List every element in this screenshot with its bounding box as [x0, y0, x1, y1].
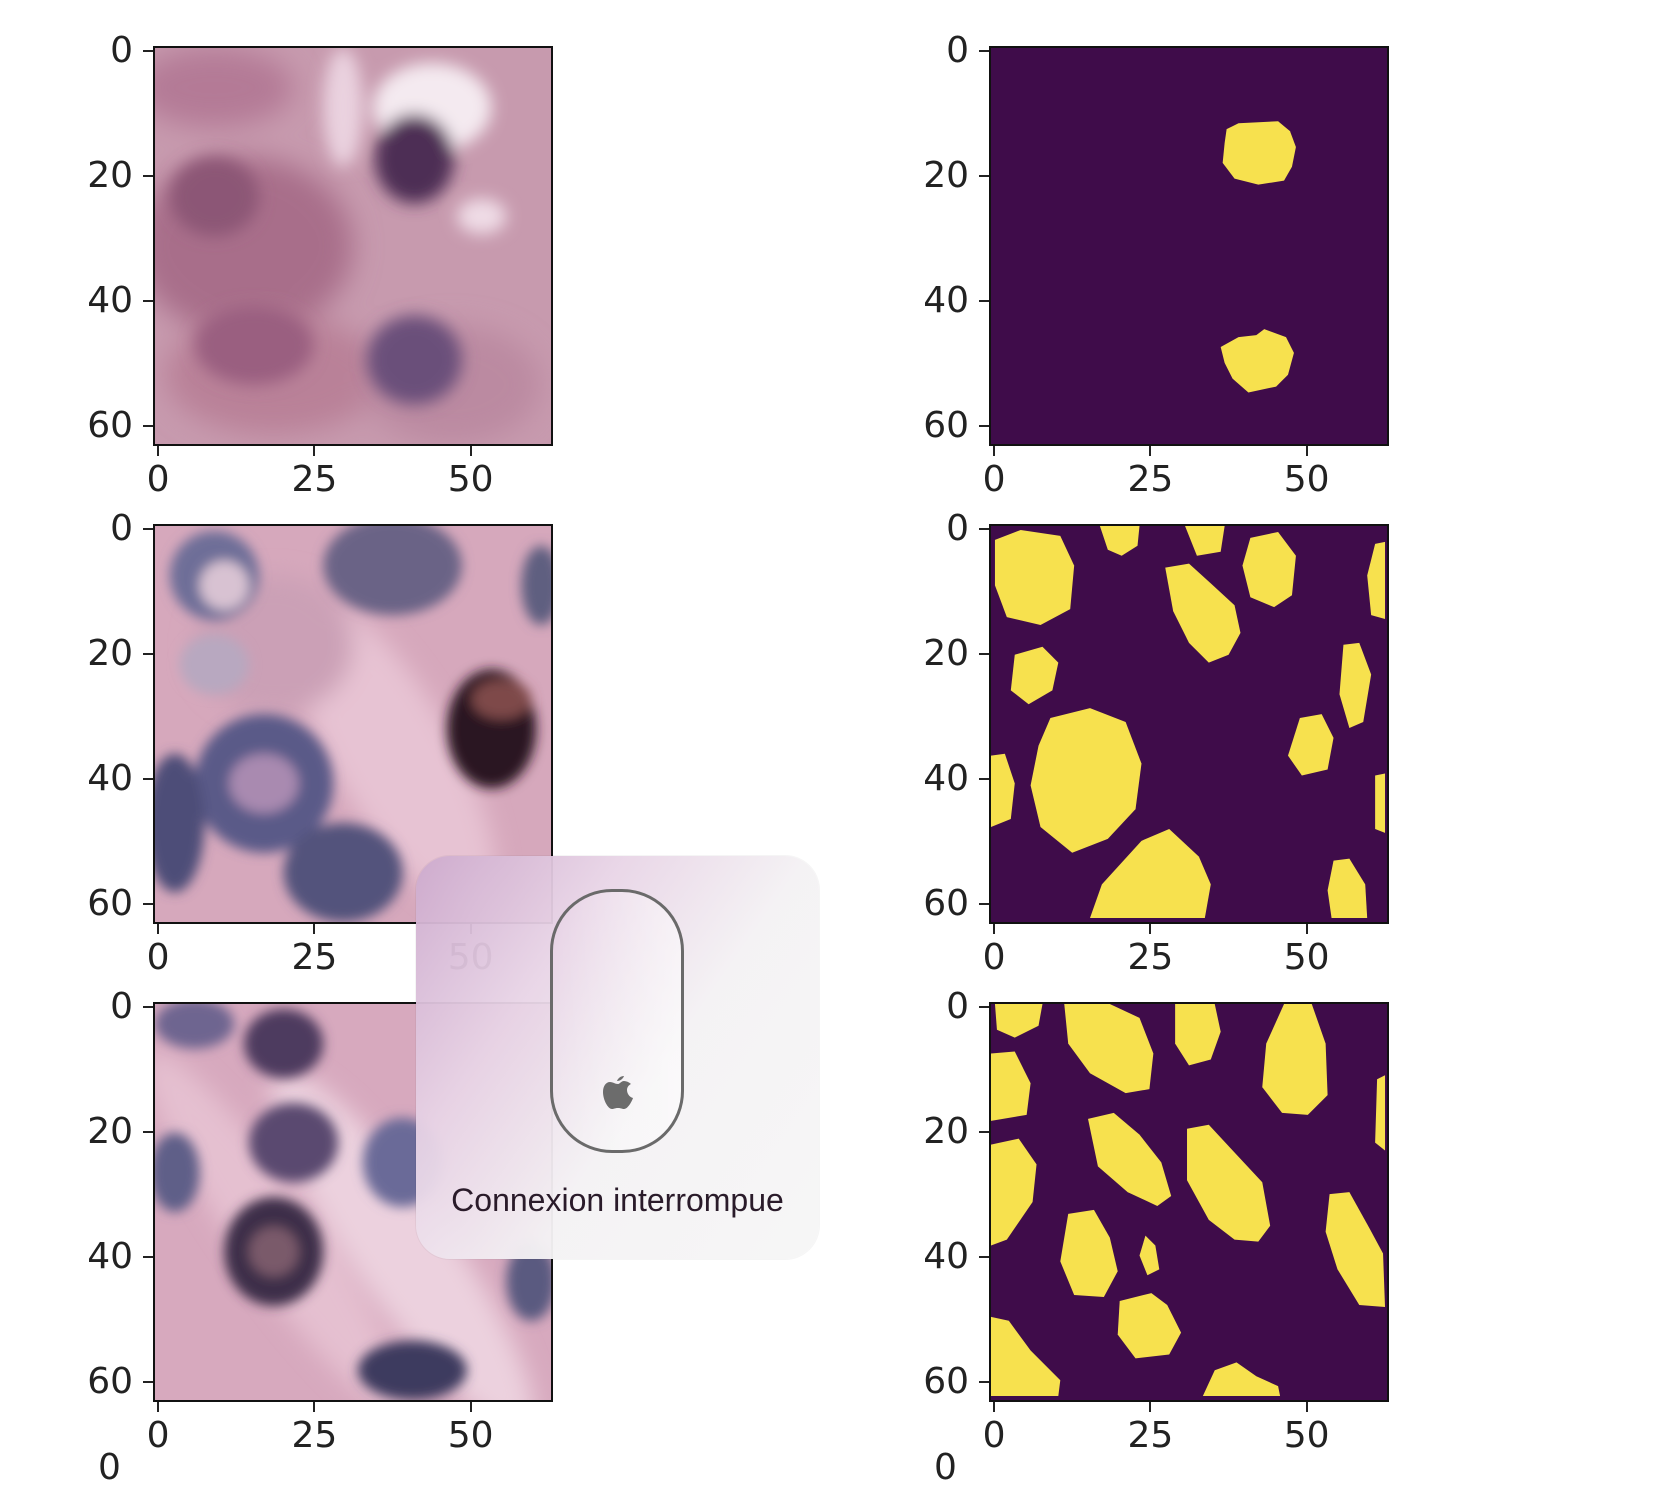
y-tick-label-mask-1: 0 — [946, 30, 969, 72]
mouse-disconnected-notification: Connexion interrompue — [416, 856, 819, 1259]
x-tick-label-image-3: 50 — [447, 1415, 494, 1456]
x-tick-label-image-2: 25 — [291, 937, 338, 978]
x-tick-mask-1 — [1149, 446, 1152, 456]
y-tick-image-3 — [143, 1131, 153, 1134]
y-tick-label-image-3: 40 — [87, 1236, 133, 1278]
x-tick-label-mask-2: 25 — [1127, 937, 1174, 978]
x-tick-label-mask-3: 25 — [1127, 1415, 1174, 1456]
notification-text: Connexion interrompue — [451, 1182, 784, 1218]
x-tick-label-mask-1: 50 — [1283, 459, 1330, 500]
y-tick-label-mask-2: 0 — [946, 508, 969, 550]
y-tick-mask-2 — [979, 903, 989, 906]
y-tick-mask-1 — [979, 300, 989, 303]
y-tick-label-image-1: 60 — [87, 405, 133, 447]
y-tick-mask-2 — [979, 528, 989, 531]
y-tick-label-image-3: 60 — [87, 1361, 133, 1403]
y-tick-label-mask-3: 20 — [923, 1111, 969, 1153]
x-tick-image-3 — [469, 1402, 472, 1412]
apple-logo-icon — [603, 1076, 633, 1109]
x-tick-label-mask-1: 25 — [1127, 459, 1174, 500]
segmentation-mask-1 — [989, 46, 1389, 446]
y-tick-label-image-2: 40 — [87, 758, 133, 800]
x-tick-mask-2 — [1305, 924, 1308, 934]
y-tick-label-image-2: 20 — [87, 633, 133, 675]
x-tick-mask-3 — [1149, 1402, 1152, 1412]
y-tick-label-image-3: 0 — [110, 986, 133, 1028]
x-tick-image-3 — [313, 1402, 316, 1412]
segmentation-mask-2 — [989, 524, 1389, 924]
y-tick-mask-1 — [979, 175, 989, 178]
x-tick-image-2 — [157, 924, 160, 934]
y-tick-mask-3 — [979, 1006, 989, 1009]
next-row-partial-label-left: 0 — [98, 1447, 121, 1488]
histology-image-2-graphic — [155, 526, 551, 922]
y-tick-label-mask-2: 40 — [923, 758, 969, 800]
y-tick-mask-3 — [979, 1131, 989, 1134]
y-tick-image-1 — [143, 425, 153, 428]
y-tick-label-image-1: 0 — [110, 30, 133, 72]
y-tick-image-2 — [143, 778, 153, 781]
segmentation-mask-2-graphic — [991, 526, 1387, 922]
y-tick-label-mask-2: 20 — [923, 633, 969, 675]
y-tick-image-3 — [143, 1006, 153, 1009]
x-tick-image-2 — [313, 924, 316, 934]
x-tick-label-image-1: 25 — [291, 459, 338, 500]
segmentation-mask-3 — [989, 1002, 1389, 1402]
y-tick-image-2 — [143, 528, 153, 531]
x-tick-label-mask-2: 0 — [982, 937, 1006, 978]
histology-image-1-graphic — [155, 48, 551, 444]
x-tick-image-1 — [313, 446, 316, 456]
y-tick-image-3 — [143, 1256, 153, 1259]
x-tick-mask-3 — [1305, 1402, 1308, 1412]
y-tick-label-image-2: 0 — [110, 508, 133, 550]
y-tick-label-mask-2: 60 — [923, 883, 969, 925]
histology-image-3 — [153, 1002, 553, 1402]
x-tick-label-image-1: 0 — [146, 459, 170, 500]
x-tick-mask-3 — [993, 1402, 996, 1412]
y-tick-mask-2 — [979, 653, 989, 656]
y-tick-mask-2 — [979, 778, 989, 781]
x-tick-label-image-3: 0 — [146, 1415, 170, 1456]
y-tick-label-mask-3: 40 — [923, 1236, 969, 1278]
next-row-partial-label-right: 0 — [934, 1447, 957, 1488]
histology-image-1 — [153, 46, 553, 446]
y-tick-label-mask-1: 40 — [923, 280, 969, 322]
y-tick-image-1 — [143, 175, 153, 178]
y-tick-label-image-3: 20 — [87, 1111, 133, 1153]
x-tick-label-image-2: 0 — [146, 937, 170, 978]
y-tick-label-image-1: 40 — [87, 280, 133, 322]
y-tick-label-mask-3: 0 — [946, 986, 969, 1028]
x-tick-image-1 — [469, 446, 472, 456]
segmentation-mask-3-graphic — [991, 1004, 1387, 1400]
x-tick-image-3 — [157, 1402, 160, 1412]
x-tick-mask-1 — [1305, 446, 1308, 456]
x-tick-mask-1 — [993, 446, 996, 456]
y-tick-image-1 — [143, 50, 153, 53]
y-tick-image-3 — [143, 1381, 153, 1384]
y-tick-label-image-2: 60 — [87, 883, 133, 925]
y-tick-mask-1 — [979, 425, 989, 428]
y-tick-mask-1 — [979, 50, 989, 53]
x-tick-label-image-3: 25 — [291, 1415, 338, 1456]
x-tick-label-mask-3: 50 — [1283, 1415, 1330, 1456]
y-tick-mask-3 — [979, 1256, 989, 1259]
x-tick-label-mask-3: 0 — [982, 1415, 1006, 1456]
x-tick-label-mask-1: 0 — [982, 459, 1006, 500]
y-tick-label-mask-1: 20 — [923, 155, 969, 197]
y-tick-image-1 — [143, 300, 153, 303]
y-tick-label-image-1: 20 — [87, 155, 133, 197]
y-tick-label-mask-3: 60 — [923, 1361, 969, 1403]
x-tick-label-image-1: 50 — [447, 459, 494, 500]
x-tick-mask-2 — [993, 924, 996, 934]
x-tick-image-1 — [157, 446, 160, 456]
y-tick-image-2 — [143, 903, 153, 906]
x-tick-label-mask-2: 50 — [1283, 937, 1330, 978]
y-tick-image-2 — [143, 653, 153, 656]
segmentation-mask-1-graphic — [991, 48, 1387, 444]
y-tick-label-mask-1: 60 — [923, 405, 969, 447]
x-tick-mask-2 — [1149, 924, 1152, 934]
y-tick-mask-3 — [979, 1381, 989, 1384]
magic-mouse-icon — [550, 889, 684, 1153]
